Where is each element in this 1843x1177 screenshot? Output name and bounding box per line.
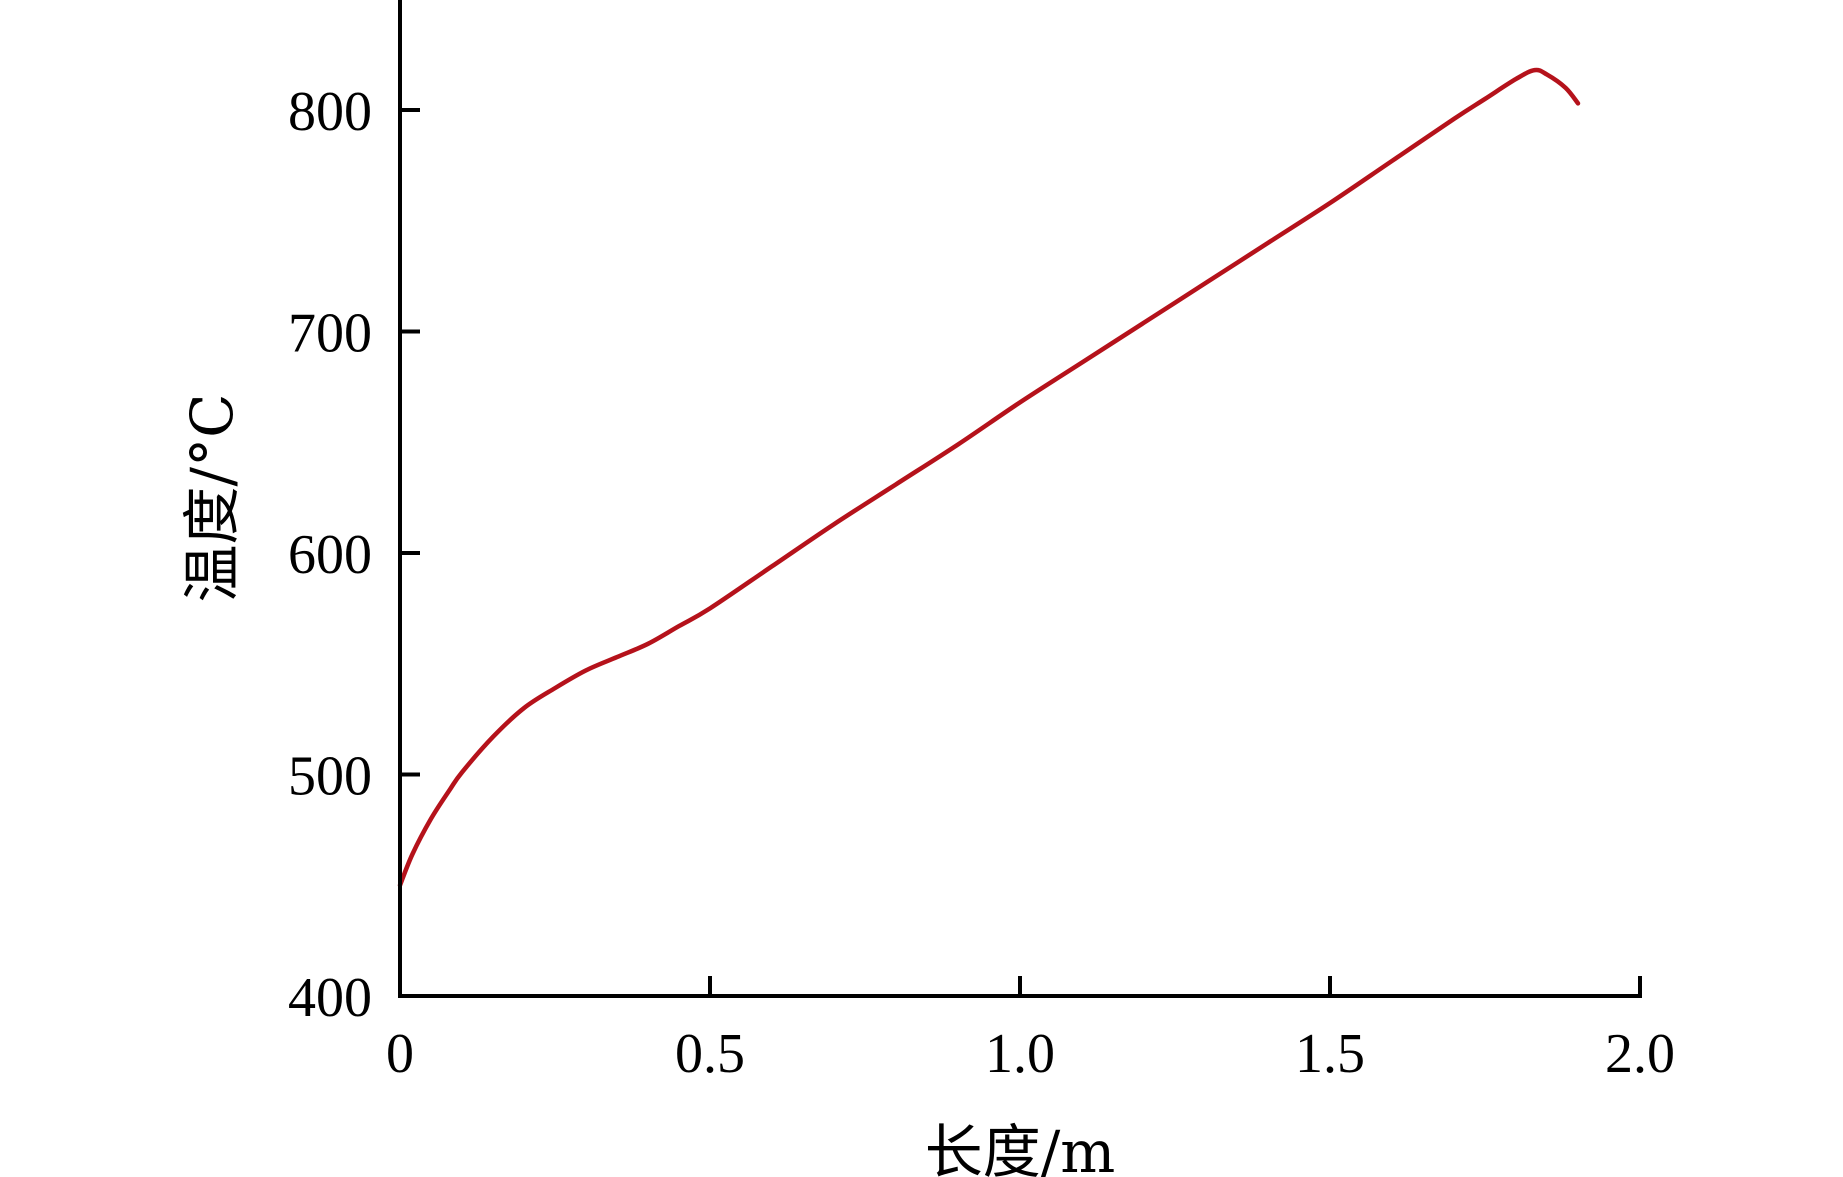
y-tick-label: 400	[288, 967, 372, 1029]
y-tick-label: 600	[288, 524, 372, 586]
y-tick-label: 800	[288, 81, 372, 143]
x-tick-label: 0.5	[675, 1023, 745, 1085]
y-tick-label: 700	[288, 303, 372, 365]
temperature-series-line	[397, 67, 1581, 888]
axis-ticks: 0 0.5 1.0 1.5 2.0 400 500 600 700 800	[288, 81, 1675, 1085]
x-tick-label: 0	[386, 1023, 414, 1085]
y-axis-title: 温度/°C	[178, 394, 246, 603]
x-tick-label: 1.0	[985, 1023, 1055, 1085]
x-axis-title: 长度/m	[925, 1118, 1116, 1177]
plot-area	[397, 67, 1581, 888]
x-tick-label: 1.5	[1295, 1023, 1365, 1085]
y-tick-label: 500	[288, 746, 372, 808]
x-tick-label: 2.0	[1605, 1023, 1675, 1085]
